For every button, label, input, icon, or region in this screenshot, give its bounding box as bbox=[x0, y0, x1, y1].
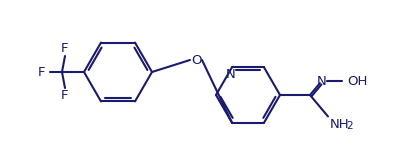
Text: NH: NH bbox=[330, 119, 349, 131]
Text: 2: 2 bbox=[346, 121, 353, 131]
Text: F: F bbox=[38, 66, 45, 79]
Text: N: N bbox=[317, 74, 326, 88]
Text: N: N bbox=[226, 68, 236, 81]
Text: O: O bbox=[191, 53, 201, 67]
Text: F: F bbox=[61, 42, 69, 55]
Text: OH: OH bbox=[348, 74, 368, 88]
Text: F: F bbox=[61, 89, 69, 102]
